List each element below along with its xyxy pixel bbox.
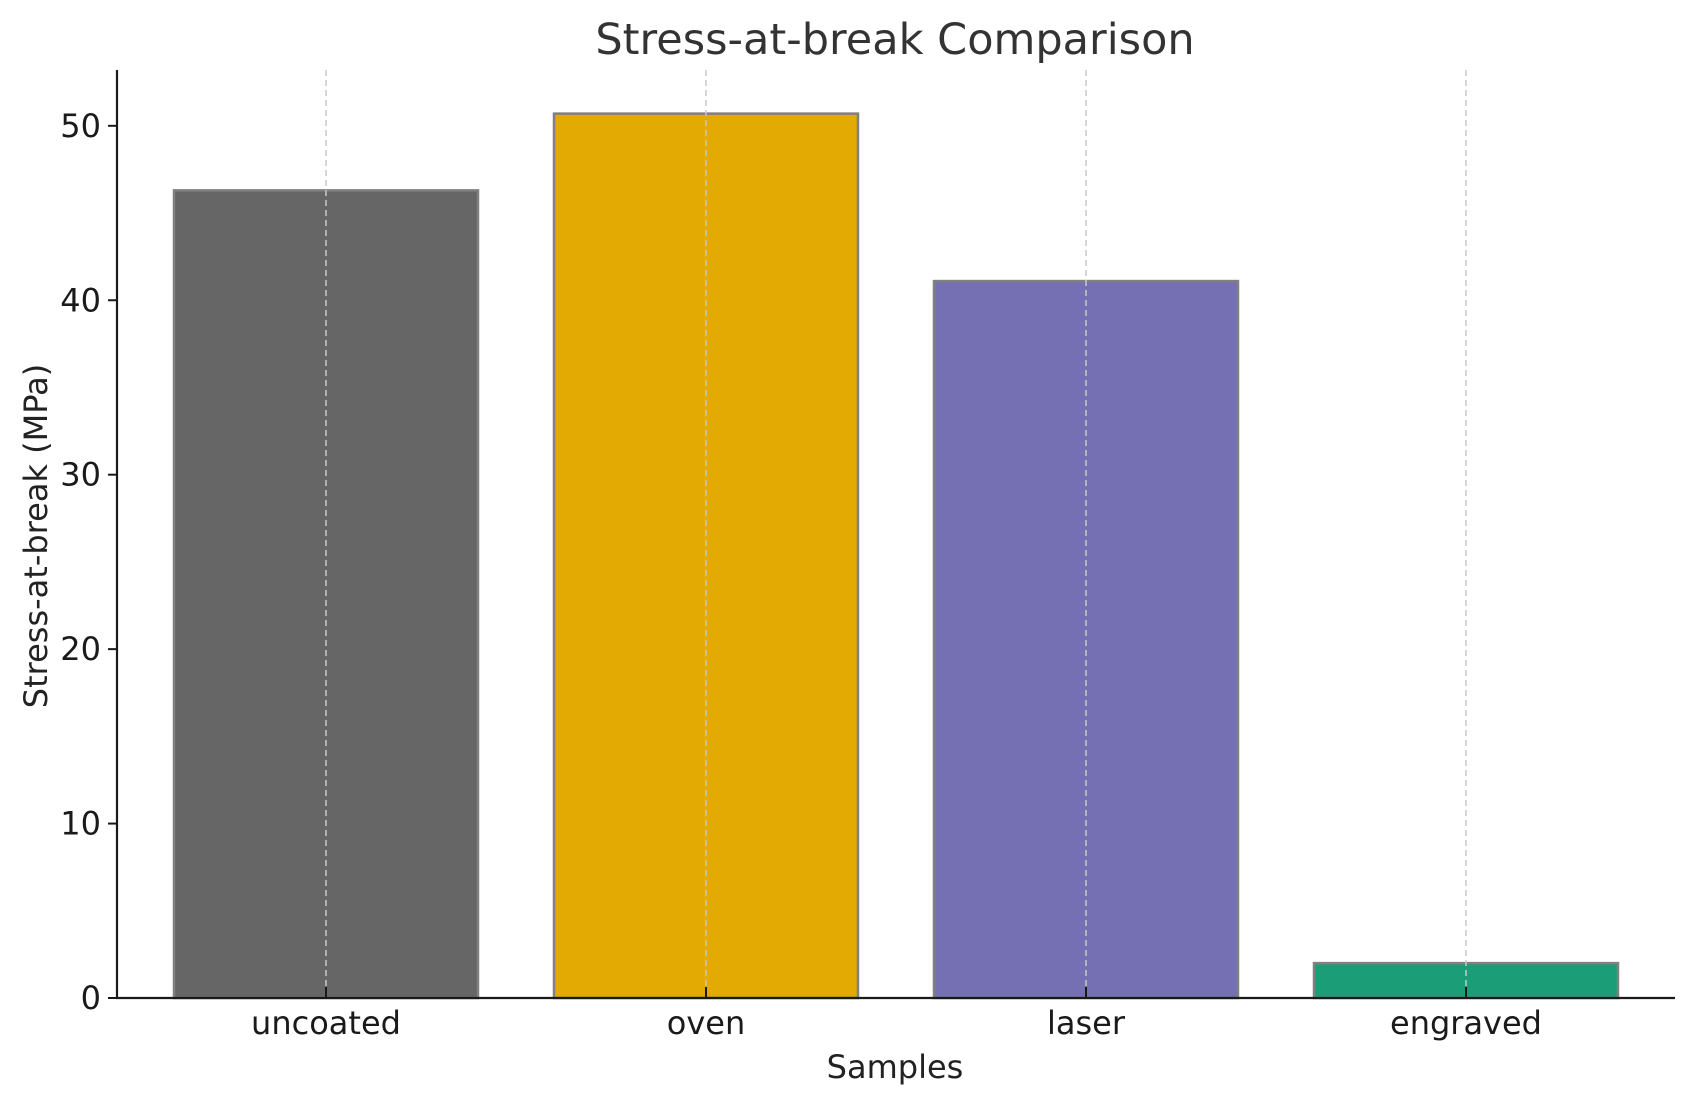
y-tick-label: 20 <box>60 630 101 668</box>
y-tick-label: 40 <box>60 281 101 319</box>
y-tick-label: 30 <box>60 456 101 494</box>
x-ticks: uncoated oven laser engraved <box>251 987 1542 1042</box>
x-tick-label-uncoated: uncoated <box>251 1004 401 1042</box>
x-tick-label-laser: laser <box>1047 1004 1126 1042</box>
x-tick-label-oven: oven <box>667 1004 745 1042</box>
chart-title: Stress-at-break Comparison <box>595 15 1194 65</box>
axes <box>115 70 1675 1000</box>
y-tick-label: 0 <box>81 979 101 1017</box>
y-ticks: 0 10 20 30 40 50 <box>60 107 117 1017</box>
y-tick-label: 50 <box>60 107 101 145</box>
y-axis-label: Stress-at-break (MPa) <box>17 364 55 708</box>
x-axis-label: Samples <box>827 1048 964 1086</box>
y-tick-label: 10 <box>60 805 101 843</box>
gridlines-front <box>325 70 1467 998</box>
x-tick-label-engraved: engraved <box>1390 1004 1542 1042</box>
bars <box>172 112 1620 1000</box>
